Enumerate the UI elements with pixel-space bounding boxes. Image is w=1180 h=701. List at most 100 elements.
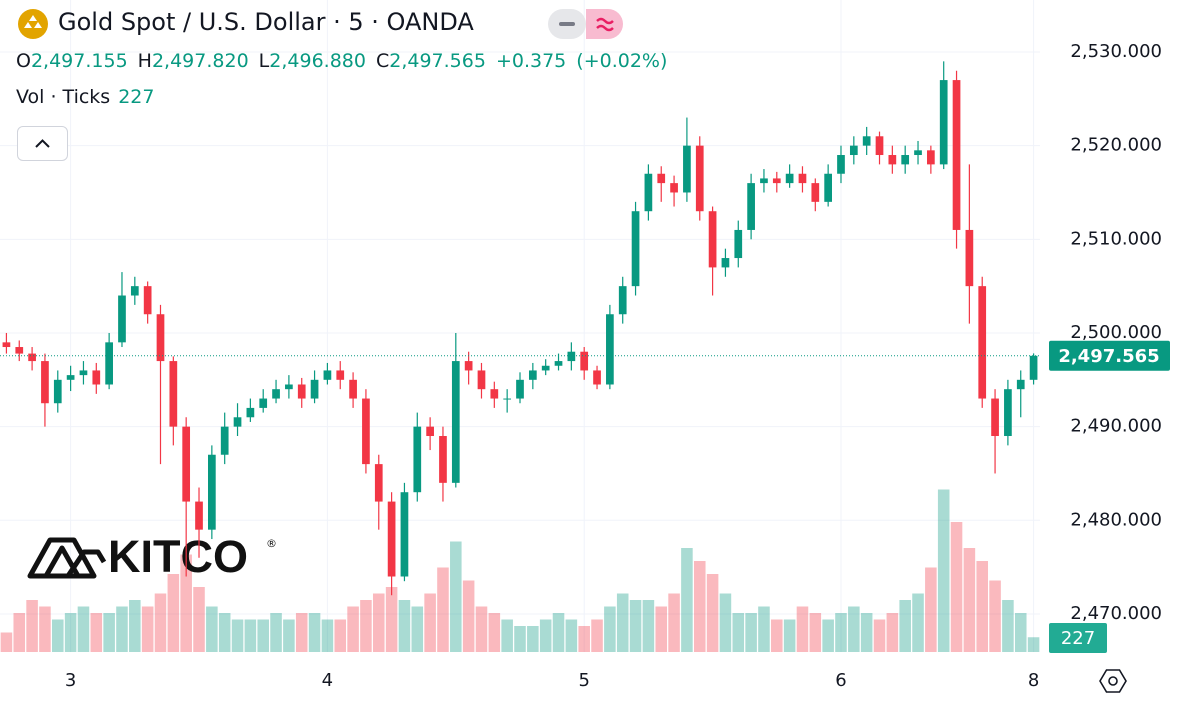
- x-tick-label: 3: [65, 670, 76, 691]
- volume-bar: [578, 626, 590, 652]
- volume-bar: [873, 619, 886, 652]
- candle-body: [323, 370, 332, 380]
- volume-bar: [1014, 613, 1027, 652]
- volume-bar: [604, 606, 616, 652]
- candle-body: [156, 314, 165, 362]
- candle-body: [695, 145, 704, 212]
- y-tick-label: 2,470.000: [1070, 603, 1162, 624]
- chart-title: Gold Spot / U.S. Dollar · 5 · OANDA: [58, 8, 474, 36]
- volume-bar: [450, 541, 462, 652]
- volume-bar: [360, 600, 372, 652]
- candle-body: [439, 436, 447, 483]
- watermark-symbol: ®: [266, 537, 277, 550]
- ohlc-key: O: [16, 50, 31, 72]
- candle-body: [490, 389, 499, 399]
- volume-bar: [13, 613, 26, 652]
- candle-body: [477, 370, 486, 390]
- x-tick-label: 4: [322, 670, 333, 691]
- volume-bar: [462, 580, 475, 652]
- volume-bar: [141, 606, 154, 652]
- volume-bar: [180, 554, 192, 652]
- volume-bar: [424, 593, 436, 652]
- volume-bar: [796, 606, 809, 652]
- volume-bar: [0, 632, 13, 652]
- volume-bar: [989, 580, 1001, 652]
- volume-bar: [642, 600, 655, 652]
- candle-body: [92, 370, 101, 385]
- candle-body: [233, 417, 242, 427]
- volume-bar: [39, 606, 51, 652]
- candle-body: [734, 229, 743, 259]
- volume-bar: [745, 613, 757, 652]
- volume-bar: [231, 619, 244, 652]
- volume-bar: [501, 619, 513, 652]
- volume-bar: [732, 613, 745, 652]
- collapse-button[interactable]: [17, 126, 68, 161]
- pill-button[interactable]: [548, 9, 586, 39]
- pill-dash: [559, 22, 575, 26]
- volume-bar: [899, 600, 911, 652]
- volume-bar: [193, 587, 205, 652]
- y-tick-label: 2,510.000: [1070, 228, 1162, 249]
- volume-bar: [347, 606, 359, 652]
- candle-body: [824, 173, 832, 202]
- volume-bar: [64, 613, 77, 652]
- last-price-box: [1049, 340, 1170, 371]
- candle-body: [798, 173, 807, 184]
- volume-bar: [116, 606, 128, 652]
- candle-body: [503, 398, 512, 400]
- volume-bar: [809, 613, 822, 652]
- candle-body: [336, 370, 345, 380]
- volume-bar: [758, 606, 770, 652]
- volume-bar: [706, 574, 719, 652]
- volume-bar: [206, 606, 218, 652]
- price-pane: [0, 61, 1040, 596]
- chevron-path: [35, 139, 50, 148]
- candle-body: [516, 379, 524, 399]
- candle-body: [901, 155, 910, 165]
- volume-bar: [154, 593, 167, 652]
- candle-body: [349, 379, 357, 399]
- volume-bar: [860, 613, 873, 652]
- volume-label: 227: [1061, 628, 1095, 649]
- candle-body: [208, 454, 216, 530]
- candle-body: [374, 464, 383, 502]
- candle-body: [246, 407, 255, 418]
- volume-bar: [539, 619, 552, 652]
- candle-body: [15, 347, 24, 354]
- settings-icon[interactable]: [1099, 669, 1127, 693]
- candle-body: [169, 361, 178, 427]
- candle-body: [310, 379, 319, 399]
- candle-body: [708, 211, 717, 268]
- candle-body: [387, 501, 396, 577]
- candle-body: [400, 492, 409, 577]
- volume-bar: [976, 561, 988, 652]
- ohlc-key: L: [258, 50, 270, 72]
- candle-body: [464, 361, 473, 371]
- watermark: KITCO ®: [27, 531, 277, 582]
- y-tick-label: 2,490.000: [1070, 416, 1162, 437]
- candle-body: [259, 398, 268, 408]
- volume-bar: [90, 613, 103, 652]
- approx-icon: [596, 17, 614, 32]
- pill-button[interactable]: [586, 9, 623, 39]
- candle-body: [927, 150, 935, 165]
- volume-bar: [103, 613, 115, 652]
- volume-bar: [244, 619, 257, 652]
- volume-value: 227: [118, 86, 155, 108]
- volume-bar: [52, 619, 64, 652]
- candle-body: [1004, 389, 1012, 437]
- volume-bar: [321, 619, 334, 652]
- volume-bar: [26, 600, 38, 652]
- candle-body: [1016, 379, 1025, 390]
- volume-bar: [848, 606, 860, 652]
- volume-bar: [950, 522, 963, 652]
- candle-body: [991, 398, 999, 437]
- candle-body: [53, 379, 62, 404]
- watermark-text: KITCO: [108, 531, 248, 582]
- volume-bar: [527, 626, 539, 652]
- candle-body: [143, 286, 152, 315]
- symbol-bars: [24, 15, 42, 28]
- candle-body: [862, 136, 871, 146]
